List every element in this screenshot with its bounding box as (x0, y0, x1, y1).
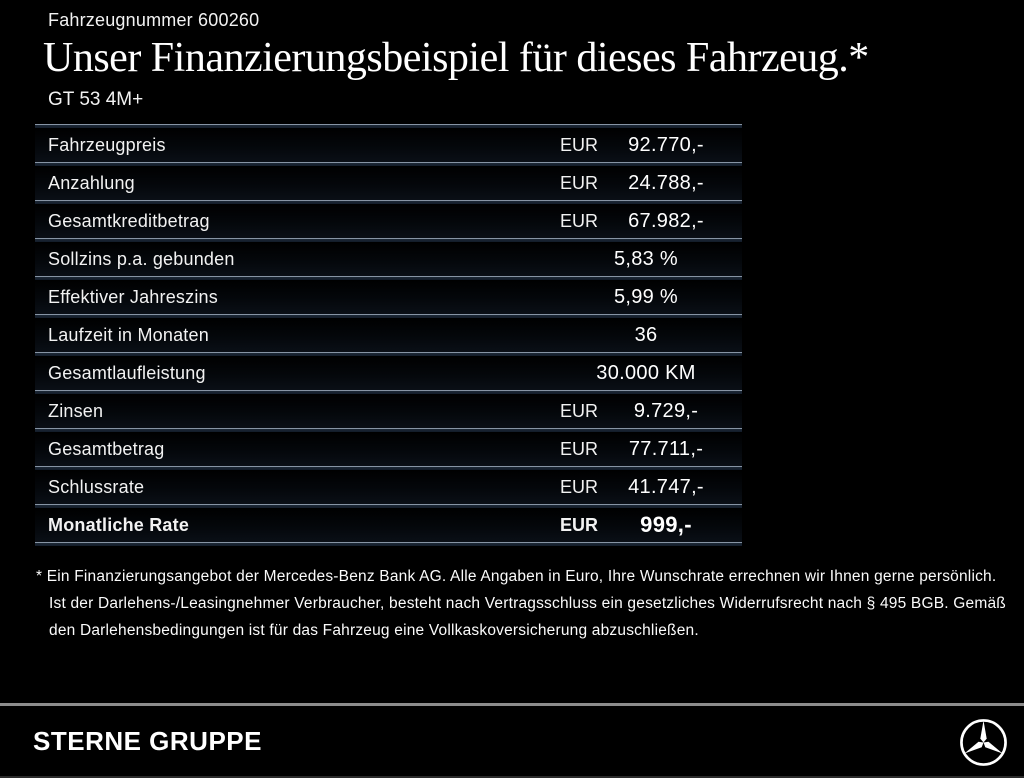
table-row: Fahrzeugpreis EUR 92.770,- (35, 128, 742, 163)
row-value: 5,99 % (613, 285, 679, 308)
row-value-group: EUR 67.982,- (560, 210, 742, 233)
footer: STERNE GRUPPE (0, 703, 1024, 776)
table-divider (35, 352, 742, 357)
row-value: 9.729,- (633, 399, 699, 422)
row-label: Gesamtkreditbetrag (48, 210, 210, 231)
table-row: Anzahlung EUR 24.788,- (35, 166, 742, 201)
table-row-monthly-rate: Monatliche Rate EUR 999,- (35, 508, 742, 543)
financing-table: Fahrzeugpreis EUR 92.770,- Anzahlung EUR… (35, 124, 742, 547)
row-currency: EUR (560, 438, 599, 459)
row-label: Monatliche Rate (48, 514, 190, 535)
page-title: Unser Finanzierungsbeispiel für dieses F… (43, 35, 869, 81)
vehicle-model: GT 53 4M+ (48, 89, 144, 111)
table-divider (35, 124, 742, 129)
table-row: Laufzeit in Monaten 36 (35, 318, 742, 353)
row-label: Gesamtlaufleistung (48, 362, 206, 383)
row-label: Effektiver Jahreszins (48, 286, 218, 307)
row-value-group: EUR 9.729,- (560, 400, 742, 423)
row-value-group: EUR 92.770,- (560, 134, 742, 157)
table-row: Schlussrate EUR 41.747,- (35, 470, 742, 505)
row-value: 36 (634, 323, 658, 346)
row-value: 999,- (640, 512, 692, 538)
legal-footnote: * Ein Finanzierungsangebot der Mercedes-… (36, 568, 1006, 640)
row-value: 5,83 % (613, 247, 679, 270)
row-value-group: 36 (560, 324, 742, 347)
vehicle-number: Fahrzeugnummer 600260 (48, 10, 260, 30)
table-divider (35, 428, 742, 433)
row-label: Anzahlung (48, 172, 135, 193)
content-area: Fahrzeugnummer 600260 Unser Finanzierung… (0, 10, 1024, 644)
table-divider (35, 314, 742, 319)
row-label: Gesamtbetrag (48, 438, 165, 459)
row-value-group: EUR 999,- (560, 512, 742, 538)
row-value: 67.982,- (628, 209, 704, 232)
table-divider (35, 238, 742, 243)
row-label: Zinsen (48, 400, 104, 421)
row-label: Sollzins p.a. gebunden (48, 248, 235, 269)
row-currency: EUR (560, 476, 599, 497)
row-label: Schlussrate (48, 476, 145, 497)
table-row: Gesamtlaufleistung 30.000 KM (35, 356, 742, 391)
row-currency: EUR (560, 400, 599, 421)
footer-bar: STERNE GRUPPE (0, 706, 1024, 776)
table-row: Gesamtbetrag EUR 77.711,- (35, 432, 742, 467)
row-value-group: EUR 24.788,- (560, 172, 742, 195)
table-divider (35, 276, 742, 281)
row-value-group: 30.000 KM (560, 362, 742, 385)
row-value-group: 5,83 % (560, 248, 742, 271)
row-label: Laufzeit in Monaten (48, 324, 209, 345)
table-divider (35, 200, 742, 205)
row-value: 92.770,- (628, 133, 704, 156)
table-row: Zinsen EUR 9.729,- (35, 394, 742, 429)
row-value-group: EUR 41.747,- (560, 476, 742, 499)
row-value: 24.788,- (628, 171, 704, 194)
row-value-group: 5,99 % (560, 286, 742, 309)
row-value: 30.000 KM (596, 361, 696, 384)
row-value-group: EUR 77.711,- (560, 438, 742, 461)
table-divider (35, 542, 742, 547)
footer-divider (0, 703, 1024, 706)
row-currency: EUR (560, 172, 599, 193)
mercedes-star-icon (960, 718, 1007, 766)
financing-offer-page: Fahrzeugnummer 600260 Unser Finanzierung… (0, 10, 1024, 778)
table-row: Sollzins p.a. gebunden 5,83 % (35, 242, 742, 277)
row-value: 41.747,- (628, 475, 704, 498)
table-row: Effektiver Jahreszins 5,99 % (35, 280, 742, 315)
table-divider (35, 390, 742, 395)
row-currency: EUR (560, 514, 599, 535)
row-label: Fahrzeugpreis (48, 134, 166, 155)
row-value: 77.711,- (628, 437, 704, 460)
dealer-brand: STERNE GRUPPE (33, 725, 262, 756)
table-divider (35, 466, 742, 471)
row-currency: EUR (560, 210, 599, 231)
table-row: Gesamtkreditbetrag EUR 67.982,- (35, 204, 742, 239)
row-currency: EUR (560, 134, 599, 155)
table-divider (35, 162, 742, 167)
table-divider (35, 504, 742, 509)
